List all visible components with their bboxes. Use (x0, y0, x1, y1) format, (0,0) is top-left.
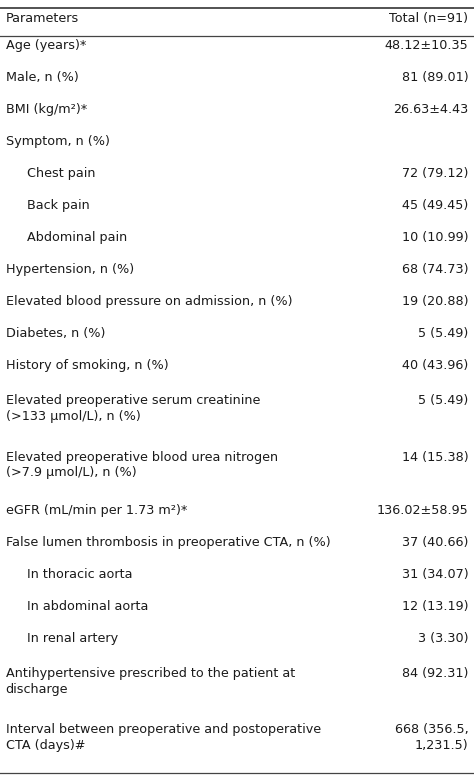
Text: Hypertension, n (%): Hypertension, n (%) (6, 263, 134, 276)
Text: In thoracic aorta: In thoracic aorta (27, 568, 133, 581)
Text: Abdominal pain: Abdominal pain (27, 231, 127, 244)
Text: False lumen thrombosis in preoperative CTA, n (%): False lumen thrombosis in preoperative C… (6, 536, 330, 549)
Text: 84 (92.31): 84 (92.31) (402, 667, 468, 680)
Text: Elevated blood pressure on admission, n (%): Elevated blood pressure on admission, n … (6, 295, 292, 308)
Text: Parameters: Parameters (6, 12, 79, 25)
Text: Total (n=91): Total (n=91) (389, 12, 468, 25)
Text: eGFR (mL/min per 1.73 m²)*: eGFR (mL/min per 1.73 m²)* (6, 505, 187, 517)
Text: Antihypertensive prescribed to the patient at
discharge: Antihypertensive prescribed to the patie… (6, 667, 295, 696)
Text: Back pain: Back pain (27, 199, 90, 212)
Text: 668 (356.5,
1,231.5): 668 (356.5, 1,231.5) (394, 723, 468, 752)
Text: 26.63±4.43: 26.63±4.43 (393, 103, 468, 116)
Text: In abdominal aorta: In abdominal aorta (27, 600, 148, 613)
Text: 19 (20.88): 19 (20.88) (402, 295, 468, 308)
Text: History of smoking, n (%): History of smoking, n (%) (6, 359, 168, 373)
Text: Elevated preoperative serum creatinine
(>133 μmol/L), n (%): Elevated preoperative serum creatinine (… (6, 394, 260, 423)
Text: Interval between preoperative and postoperative
CTA (days)#: Interval between preoperative and postop… (6, 723, 321, 752)
Text: 37 (40.66): 37 (40.66) (402, 536, 468, 549)
Text: 136.02±58.95: 136.02±58.95 (376, 505, 468, 517)
Text: 12 (13.19): 12 (13.19) (402, 600, 468, 613)
Text: Elevated preoperative blood urea nitrogen
(>7.9 μmol/L), n (%): Elevated preoperative blood urea nitroge… (6, 451, 278, 479)
Text: Male, n (%): Male, n (%) (6, 71, 78, 84)
Text: 3 (3.30): 3 (3.30) (418, 632, 468, 645)
Text: In renal artery: In renal artery (27, 632, 118, 645)
Text: Chest pain: Chest pain (27, 167, 96, 180)
Text: 40 (43.96): 40 (43.96) (402, 359, 468, 373)
Text: Age (years)*: Age (years)* (6, 40, 86, 52)
Text: 5 (5.49): 5 (5.49) (418, 327, 468, 341)
Text: 5 (5.49): 5 (5.49) (418, 394, 468, 407)
Text: 48.12±10.35: 48.12±10.35 (384, 40, 468, 52)
Text: Diabetes, n (%): Diabetes, n (%) (6, 327, 105, 341)
Text: 81 (89.01): 81 (89.01) (401, 71, 468, 84)
Text: 10 (10.99): 10 (10.99) (402, 231, 468, 244)
Text: 45 (49.45): 45 (49.45) (402, 199, 468, 212)
Text: 31 (34.07): 31 (34.07) (401, 568, 468, 581)
Text: Symptom, n (%): Symptom, n (%) (6, 135, 109, 148)
Text: 72 (79.12): 72 (79.12) (402, 167, 468, 180)
Text: 68 (74.73): 68 (74.73) (402, 263, 468, 276)
Text: 14 (15.38): 14 (15.38) (401, 451, 468, 464)
Text: BMI (kg/m²)*: BMI (kg/m²)* (6, 103, 87, 116)
